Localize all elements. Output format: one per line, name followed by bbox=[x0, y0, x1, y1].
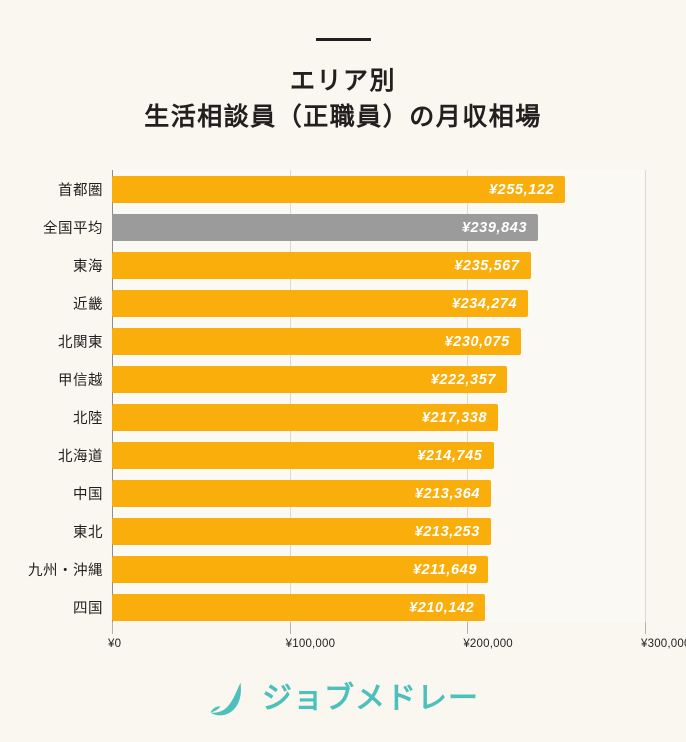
bar-value-label: ¥235,567 bbox=[454, 257, 520, 274]
bar-value-label: ¥211,649 bbox=[412, 561, 478, 578]
bar-category-label: 甲信越 bbox=[58, 372, 103, 389]
brand-logo: ジョブメドレー bbox=[0, 678, 686, 720]
bar-row: 四国 ¥210,142 bbox=[0, 588, 686, 626]
bar: ¥239,843 bbox=[112, 214, 539, 241]
x-tick-label: ¥200,000 bbox=[463, 638, 513, 650]
bar: ¥213,253 bbox=[112, 518, 491, 545]
brand-name: ジョブメドレー bbox=[262, 682, 479, 715]
bar-row: 東海 ¥235,567 bbox=[0, 246, 686, 284]
bar: ¥222,357 bbox=[112, 366, 508, 393]
bar-category-label: 東海 bbox=[73, 258, 103, 275]
bar: ¥211,649 bbox=[112, 556, 489, 583]
bar-chart: 首都圏 ¥255,122 全国平均 ¥239,843 東海 ¥235,567 近畿 ¥234,… bbox=[0, 170, 686, 650]
title-divider bbox=[315, 38, 371, 41]
bar-row: 中国 ¥213,364 bbox=[0, 474, 686, 512]
bar-row: 北海道 ¥214,745 bbox=[0, 436, 686, 474]
bar: ¥217,338 bbox=[112, 404, 499, 431]
bar: ¥235,567 bbox=[112, 252, 531, 279]
gridline-200000 bbox=[467, 170, 469, 622]
bar-category-label: 四国 bbox=[73, 600, 103, 617]
bar-category-label: 東北 bbox=[73, 524, 103, 541]
bar-row: 九州・沖縄 ¥211,649 bbox=[0, 550, 686, 588]
gridline-100000 bbox=[289, 170, 291, 622]
x-tick-mark bbox=[645, 622, 646, 634]
bar-value-label: ¥210,142 bbox=[409, 599, 475, 616]
bar-category-label: 北海道 bbox=[58, 448, 103, 465]
bar-value-label: ¥222,357 bbox=[430, 371, 497, 388]
bar-category-label: 九州・沖縄 bbox=[28, 562, 103, 579]
bar-row: 北陸 ¥217,338 bbox=[0, 398, 686, 436]
chart-header: エリア別 生活相談員（正職員）の月収相場 bbox=[0, 0, 686, 136]
bar-row: 首都圏 ¥255,122 bbox=[0, 170, 686, 208]
bar: ¥214,745 bbox=[112, 442, 494, 469]
bar-value-label: ¥239,843 bbox=[461, 219, 528, 236]
crescent-swoosh-icon bbox=[207, 678, 249, 720]
bar-category-label: 北関東 bbox=[58, 334, 103, 351]
bar-row: 東北 ¥213,253 bbox=[0, 512, 686, 550]
gridline-0 bbox=[112, 170, 113, 622]
bar-category-label: 首都圏 bbox=[58, 182, 103, 199]
bar-value-label: ¥234,274 bbox=[451, 295, 518, 312]
bar-row: 近畿 ¥234,274 bbox=[0, 284, 686, 322]
bar-category-label: 中国 bbox=[73, 486, 103, 503]
bar-rows: 首都圏 ¥255,122 全国平均 ¥239,843 東海 ¥235,567 近畿 ¥234,… bbox=[0, 170, 686, 626]
bar: ¥234,274 bbox=[112, 290, 529, 317]
page-title-line2: 生活相談員（正職員）の月収相場 bbox=[144, 103, 542, 132]
bar: ¥210,142 bbox=[112, 594, 486, 621]
bar-value-label: ¥230,075 bbox=[444, 333, 510, 350]
bar-value-label: ¥213,364 bbox=[414, 485, 481, 502]
bar-row: 全国平均 ¥239,843 bbox=[0, 208, 686, 246]
x-axis: ¥0 ¥100,000 ¥200,000 ¥300,000 bbox=[0, 622, 686, 662]
bar-value-label: ¥213,253 bbox=[414, 523, 480, 540]
bar-value-label: ¥217,338 bbox=[421, 409, 488, 426]
gridline-300000 bbox=[645, 170, 646, 622]
x-tick-label: ¥300,000 bbox=[641, 638, 686, 650]
x-tick-label: ¥100,000 bbox=[285, 638, 336, 650]
bar: ¥230,075 bbox=[112, 328, 521, 355]
page-title-line1: エリア別 bbox=[289, 67, 396, 95]
bar: ¥255,122 bbox=[112, 176, 566, 203]
bar-category-label: 全国平均 bbox=[43, 220, 103, 237]
bar-category-label: 近畿 bbox=[73, 296, 103, 313]
bar: ¥213,364 bbox=[112, 480, 492, 507]
x-tick-mark bbox=[112, 622, 113, 634]
plot-area-background bbox=[112, 170, 645, 622]
bar-value-label: ¥214,745 bbox=[417, 447, 483, 464]
x-tick-mark bbox=[289, 622, 291, 634]
bar-value-label: ¥255,122 bbox=[488, 181, 555, 198]
bar-category-label: 北陸 bbox=[73, 410, 103, 427]
bar-row: 北関東 ¥230,075 bbox=[0, 322, 686, 360]
bar-row: 甲信越 ¥222,357 bbox=[0, 360, 686, 398]
x-tick-mark bbox=[467, 622, 469, 634]
x-tick-label: ¥0 bbox=[108, 638, 122, 650]
